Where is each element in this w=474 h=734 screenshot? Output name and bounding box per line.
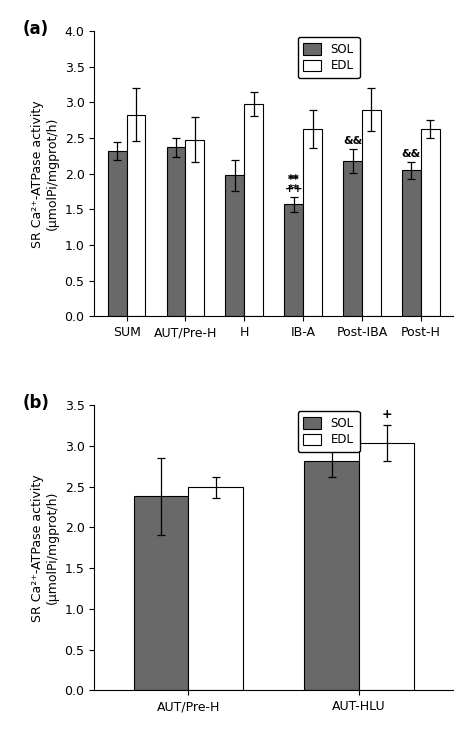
Bar xyxy=(284,205,303,316)
Text: **
++: ** ++ xyxy=(284,174,303,195)
Legend: SOL, EDL: SOL, EDL xyxy=(298,37,360,79)
Bar xyxy=(402,170,421,316)
Bar xyxy=(188,487,243,691)
Y-axis label: SR Ca²⁺-ATPase activity
(μmolPi/mgprot/h): SR Ca²⁺-ATPase activity (μmolPi/mgprot/h… xyxy=(31,474,59,622)
Bar xyxy=(359,443,414,691)
Text: (b): (b) xyxy=(23,393,49,412)
Y-axis label: SR Ca²⁺-ATPase activity
(μmolPi/mgprot/h): SR Ca²⁺-ATPase activity (μmolPi/mgprot/h… xyxy=(31,100,59,247)
Text: **: ** xyxy=(288,184,300,195)
Text: (a): (a) xyxy=(23,20,49,37)
Bar xyxy=(362,109,381,316)
Bar xyxy=(244,104,263,316)
Bar xyxy=(421,129,440,316)
Bar xyxy=(303,129,322,316)
Legend: SOL, EDL: SOL, EDL xyxy=(298,411,360,452)
Text: **: ** xyxy=(288,175,300,185)
Bar xyxy=(167,148,185,316)
Bar xyxy=(226,175,244,316)
Text: &&: && xyxy=(402,149,421,159)
Text: &&: && xyxy=(343,136,362,146)
Text: +: + xyxy=(381,408,392,421)
Bar xyxy=(185,139,204,316)
Bar xyxy=(343,161,362,316)
Bar xyxy=(108,151,127,316)
Bar xyxy=(134,496,188,691)
Bar xyxy=(304,460,359,691)
Bar xyxy=(127,115,146,316)
